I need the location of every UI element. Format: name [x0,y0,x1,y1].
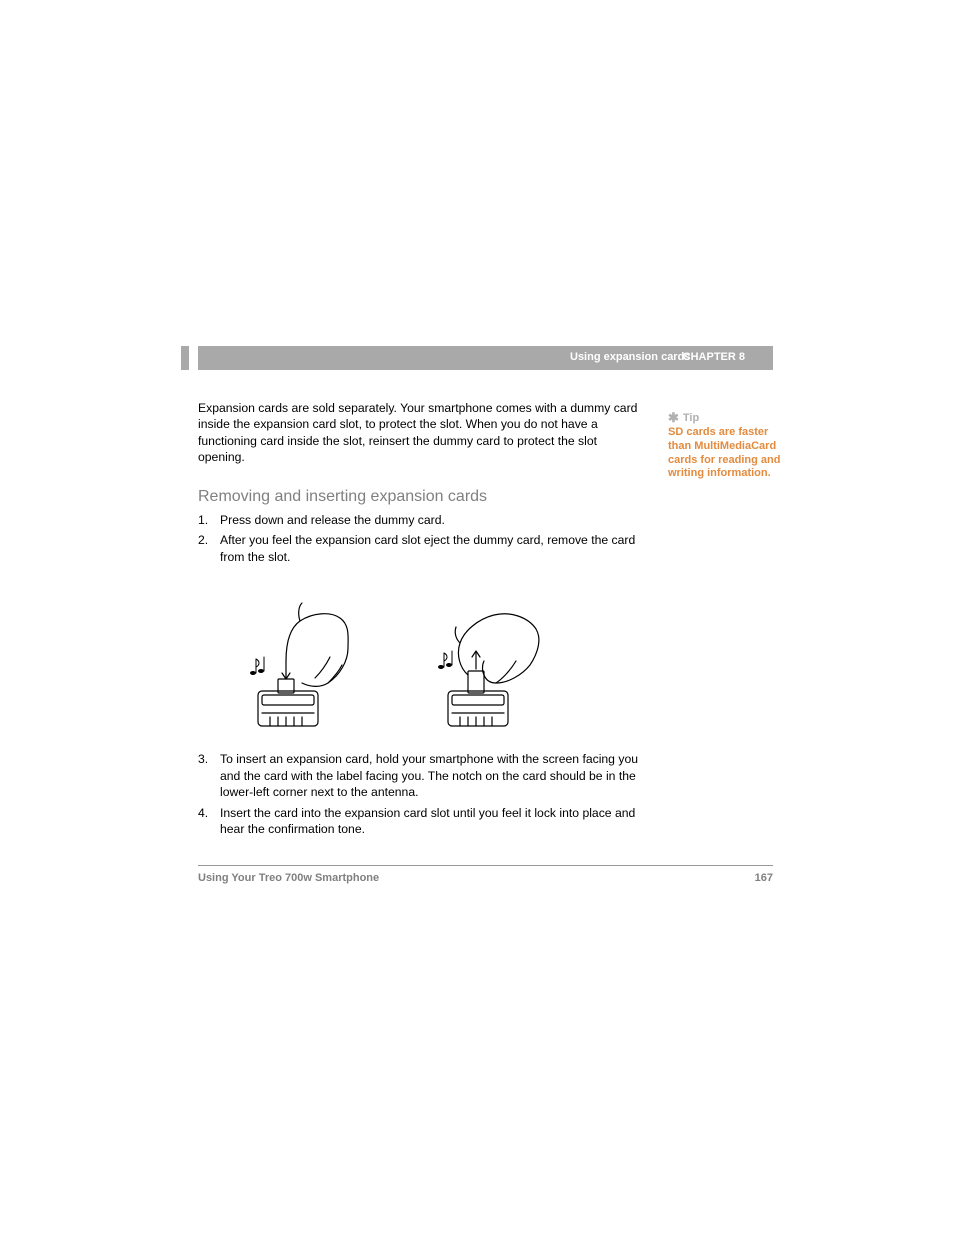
steps-list: Press down and release the dummy card. A… [198,512,643,565]
illustration-row [220,583,773,733]
header-section-title: Using expansion cards [570,351,690,363]
page-footer: Using Your Treo 700w Smartphone 167 [198,865,773,884]
footer-page-number: 167 [755,872,773,884]
section-heading: Removing and inserting expansion cards [198,488,773,506]
header-chapter-label: CHAPTER 8 [683,351,745,363]
step-item: After you feel the expansion card slot e… [198,532,643,565]
tip-label: ✱ Tip [668,411,783,424]
steps-list-continued: To insert an expansion card, hold your s… [198,751,643,837]
tip-label-text: Tip [683,412,699,424]
sidebar-tip: ✱ Tip SD cards are faster than MultiMedi… [668,411,783,481]
asterisk-icon: ✱ [668,411,679,424]
tip-body: SD cards are faster than MultiMediaCard … [668,426,783,481]
intro-paragraph: Expansion cards are sold separately. You… [198,400,638,466]
step-item: Press down and release the dummy card. [198,512,643,528]
footer-book-title: Using Your Treo 700w Smartphone [198,872,379,884]
step-item: To insert an expansion card, hold your s… [198,751,643,800]
illustration-press-card [220,583,370,733]
page-header-bar: Using expansion cards CHAPTER 8 [198,346,773,370]
step-item: Insert the card into the expansion card … [198,805,643,838]
header-left-accent [181,346,189,370]
illustration-remove-card [410,583,560,733]
